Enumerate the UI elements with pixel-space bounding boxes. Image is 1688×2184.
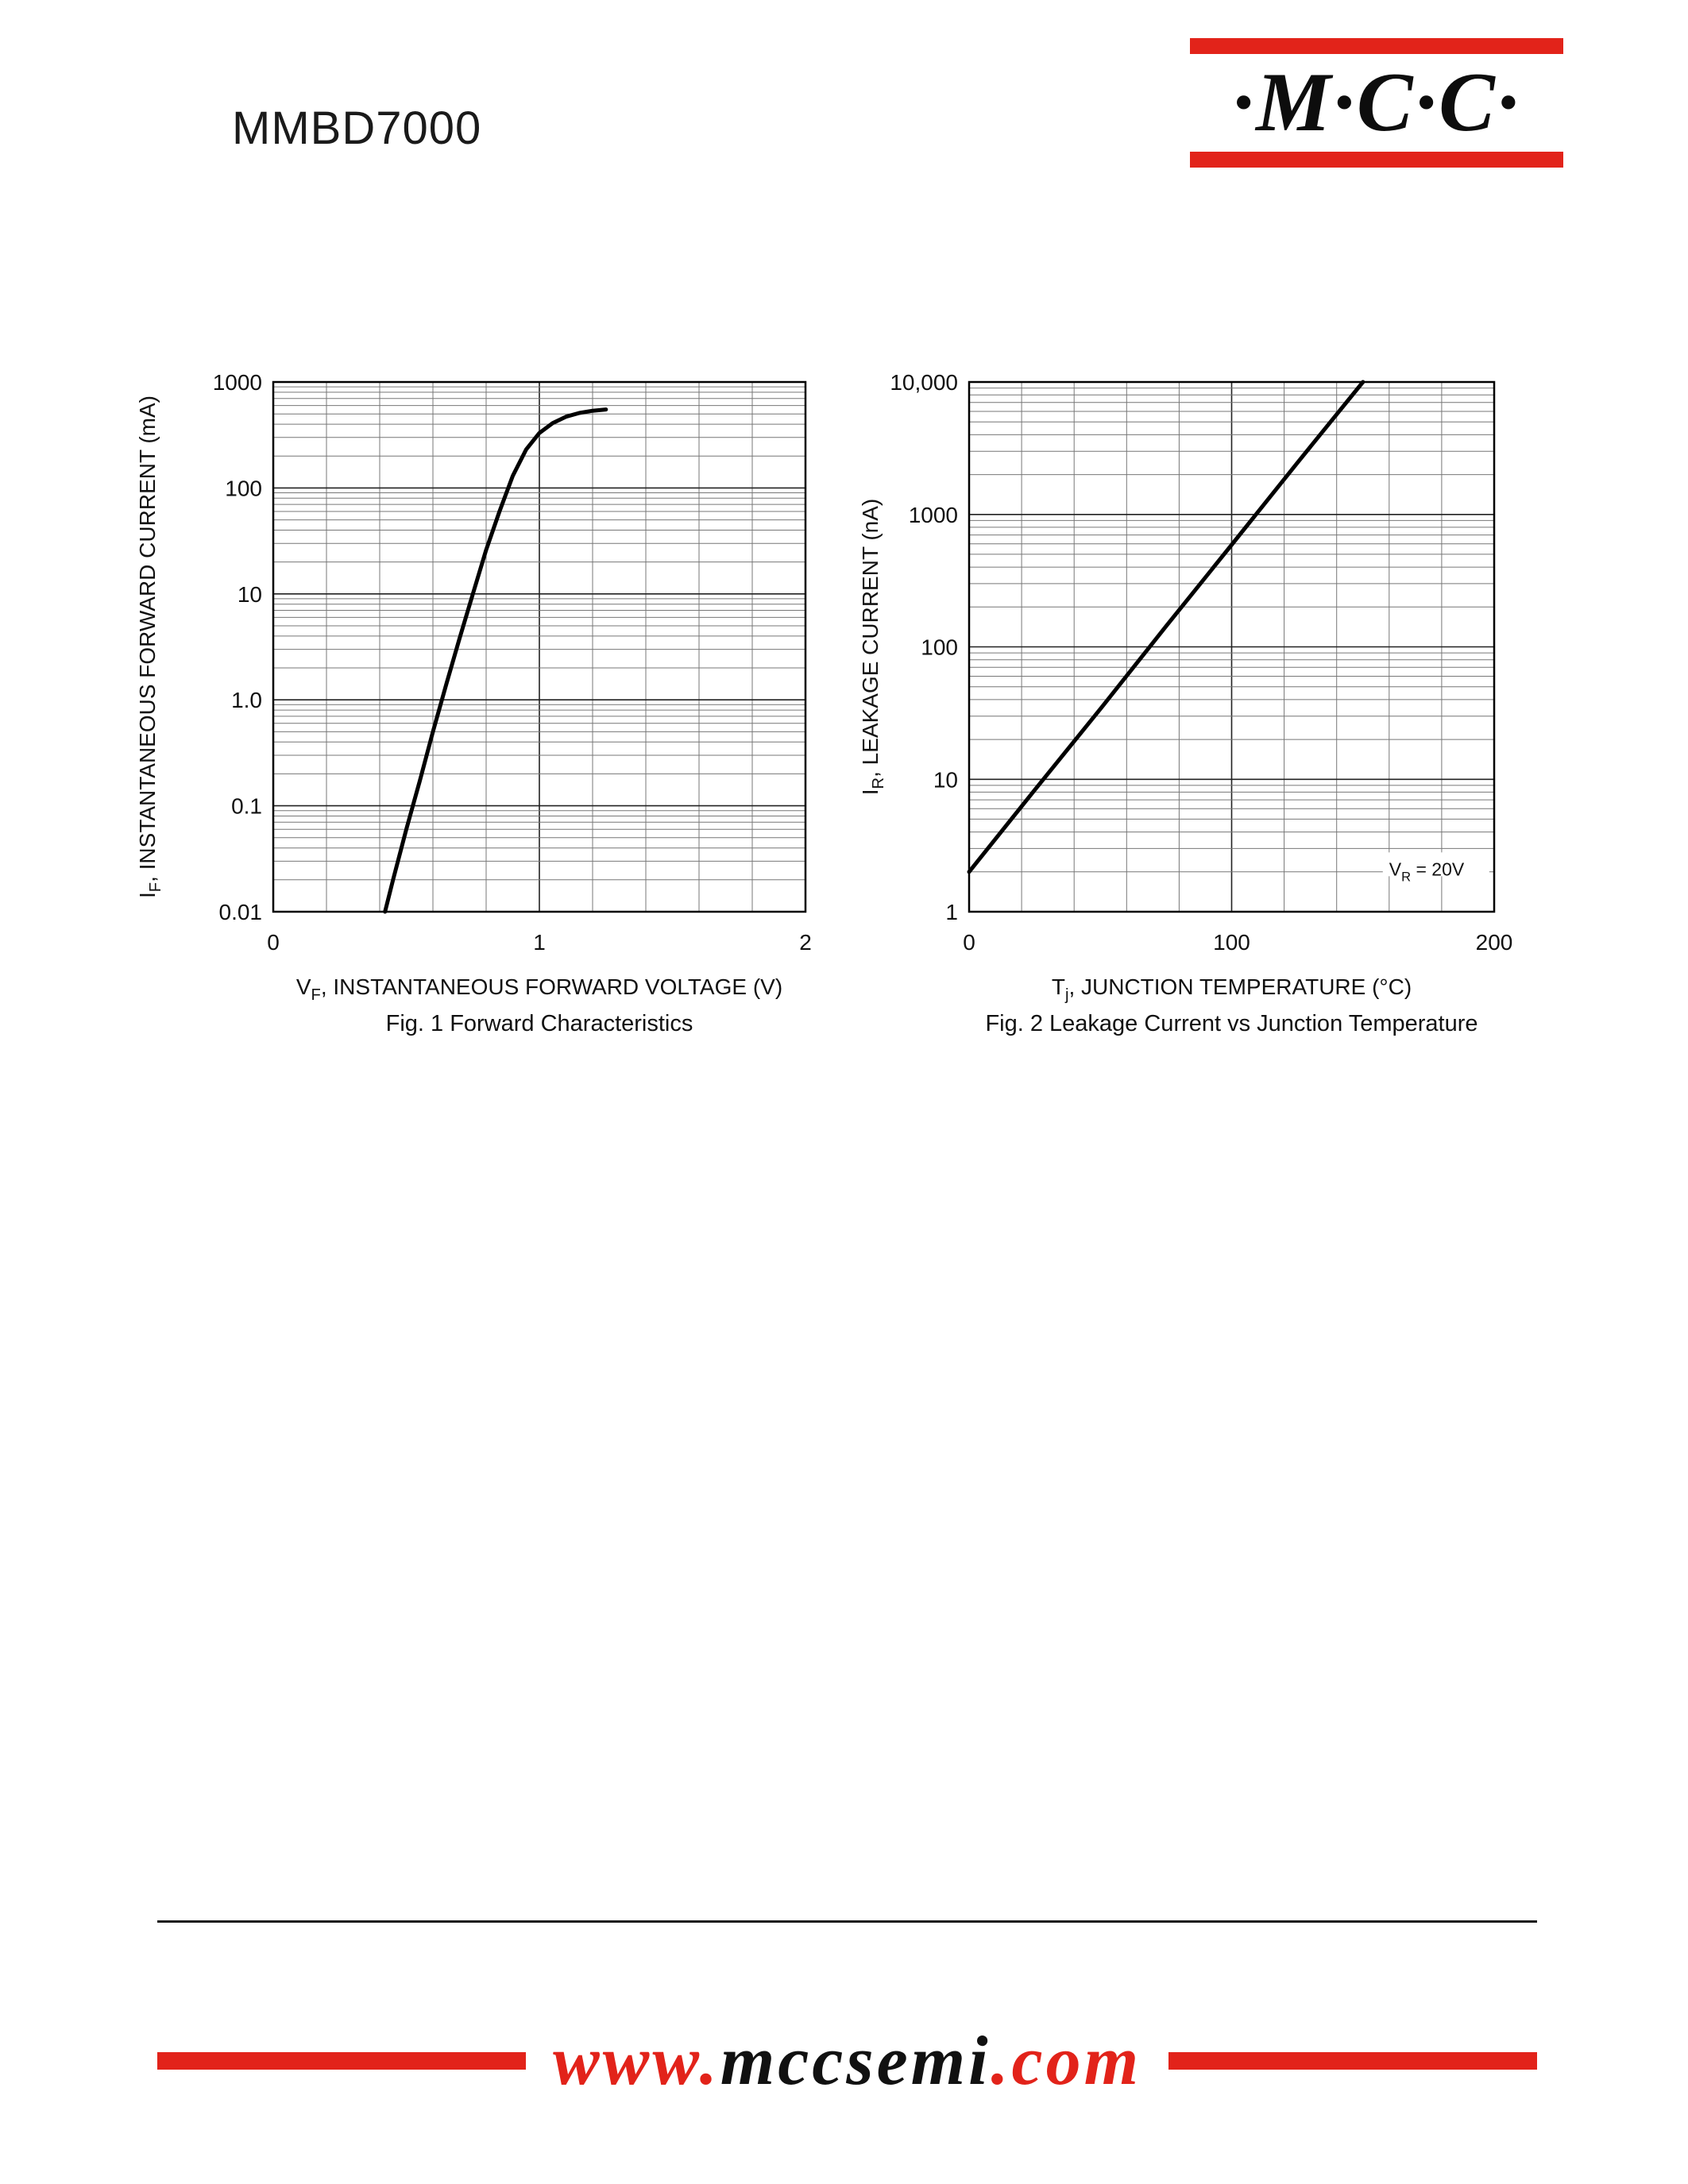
- y-tick-label: 10: [238, 582, 262, 607]
- logo-top-bar: [1190, 38, 1563, 54]
- fig-caption: Fig. 2 Leakage Current vs Junction Tempe…: [985, 1011, 1477, 1036]
- x-axis-label: Tj, JUNCTION TEMPERATURE (°C): [1052, 974, 1412, 1004]
- y-axis-label: IF, INSTANTANEOUS FORWARD CURRENT (mA): [135, 396, 164, 898]
- footer-right-bar: [1168, 2052, 1537, 2070]
- x-axis-label: VF, INSTANTANEOUS FORWARD VOLTAGE (V): [296, 974, 782, 1004]
- y-tick-label: 1.0: [231, 688, 262, 712]
- x-tick-label: 0: [963, 930, 975, 955]
- grid: [273, 382, 805, 912]
- y-tick-label: 100: [225, 476, 262, 500]
- mcc-logo: ·M·C·C·: [1190, 38, 1563, 168]
- y-tick-label: 0.1: [231, 794, 262, 819]
- forward-current-curve: [383, 407, 608, 914]
- y-tick-label: 100: [921, 635, 958, 660]
- logo-bottom-bar: [1190, 151, 1563, 168]
- footer-url-com: .com: [991, 2022, 1142, 2100]
- y-tick-label: 1000: [213, 370, 262, 395]
- annotation-bg: [1382, 852, 1489, 877]
- x-tick-label: 1: [533, 930, 546, 955]
- fig-caption: Fig. 1 Forward Characteristics: [386, 1011, 693, 1036]
- grid: [969, 382, 1494, 912]
- y-tick-label: 10,000: [890, 370, 958, 395]
- y-tick-label: 0.01: [219, 900, 263, 924]
- footer-logo: www.mccsemi.com: [157, 2017, 1537, 2105]
- fig1-forward-characteristics-chart: 1000 100 10 1.0 0.1 0.010 1 2 VF, INSTANTANEOUS …: [135, 370, 812, 1036]
- y-tick-label: 1000: [909, 503, 958, 527]
- plot-area: [968, 380, 1496, 913]
- plot-area: [272, 380, 807, 913]
- fig2-leakage-current-chart: 10,000 1000 100 10 10 100 200 Tj, JUNCTION TEMP…: [858, 370, 1513, 1036]
- x-tick-label: 200: [1476, 930, 1513, 955]
- part-number-title: MMBD7000: [232, 102, 482, 154]
- y-tick-label: 10: [933, 767, 958, 792]
- footer-url-www: www.: [552, 2022, 720, 2100]
- footer-divider: [157, 1920, 1537, 1923]
- x-tick-label: 2: [799, 930, 812, 955]
- y-tick-label: 1: [945, 900, 958, 924]
- footer-left-bar: [157, 2052, 526, 2070]
- mcc-logo-text: ·M·C·C·: [1232, 56, 1521, 149]
- leakage-current-curve: [967, 380, 1365, 874]
- y-axis-label: IR, LEAKAGE CURRENT (nA): [858, 499, 887, 795]
- footer-url: www.mccsemi.com: [526, 2021, 1168, 2101]
- x-tick-label: 100: [1213, 930, 1250, 955]
- annotation: VR = 20V: [1389, 859, 1465, 884]
- footer-url-name: mccsemi: [720, 2022, 991, 2100]
- x-tick-label: 0: [267, 930, 280, 955]
